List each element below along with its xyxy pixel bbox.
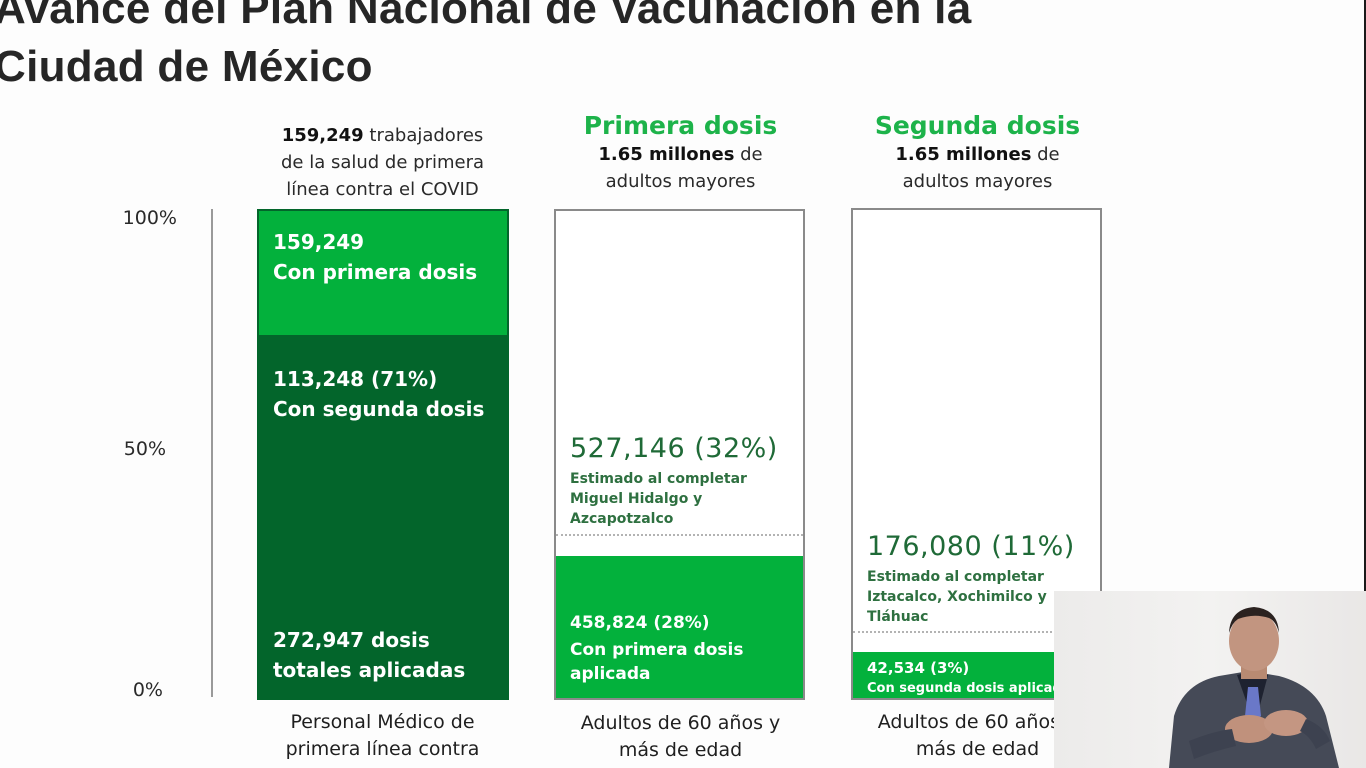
interpreter-person-icon [1169,607,1339,768]
segment-label: Con primera dosis [570,640,744,660]
bar-second-dose-adults: 176,080 (11%) Estimado al completar Izta… [851,208,1102,700]
column-footer-first-dose: Adultos de 60 años y más de edad [580,712,781,761]
segment-first-dose-applied: 458,824 (28%) Con primera dosis aplicada [556,556,803,698]
segment-first-dose: 159,249 Con primera dosis [259,211,507,335]
estimate-divider [556,534,803,536]
total-doses-line1: 272,947 dosis [273,628,430,652]
estimate-note: Estimado al completar [570,471,747,487]
segment-label: Con segunda dosis aplicada [867,681,1071,696]
column-footer-medical-staff: Personal Médico de primera línea contra [285,711,480,760]
estimate-value: 527,146 (32%) [570,433,778,464]
column-footer-second-dose: Adultos de 60 años y más de edad [877,711,1078,760]
y-axis-line [211,209,213,697]
bar-medical-staff: 159,249 Con primera dosis 113,248 (71%) … [257,209,509,700]
header-number: 1.65 millones [895,144,1032,165]
y-tick-50: 50% [123,438,166,460]
estimate-divider [853,631,1100,633]
segment-value: 42,534 (3%) [867,659,970,677]
header-number: 1.65 millones [598,144,735,165]
segment-value: 113,248 (71%) [273,367,438,391]
estimate-note: Azcapotzalco [570,511,674,527]
estimate-note: Tláhuac [867,609,929,625]
segment-value: 458,824 (28%) [570,613,710,633]
column-header-medical-staff: 159,249 trabajadores de la salud de prim… [280,125,485,200]
header-number: 159,249 [281,125,364,146]
segment-label: Con segunda dosis [273,397,485,421]
segment-second-dose: 113,248 (71%) Con segunda dosis 272,947 … [259,335,507,698]
column-title: Primera dosis [583,111,778,140]
column-header-second-dose: Segunda dosis 1.65 millones de adultos m… [850,111,1105,195]
bar-first-dose-adults: 527,146 (32%) Estimado al completar Migu… [554,209,805,700]
column-header-first-dose: Primera dosis 1.65 millones de adultos m… [553,111,808,195]
y-tick-100: 100% [122,207,177,229]
frame-edge [1364,0,1366,591]
estimate-note: Estimado al completar [867,569,1044,585]
sign-language-interpreter-video [1054,591,1366,768]
estimate-note: Iztacalco, Xochimilco y [867,589,1047,605]
slide-title-line1: Avance del Plan Nacional de Vacunación e… [0,0,972,33]
slide-title-line2: Ciudad de México [0,42,373,91]
estimate-note: Miguel Hidalgo y [570,491,703,507]
estimate-value: 176,080 (11%) [867,531,1075,562]
column-title: Segunda dosis [874,111,1081,140]
segment-label: aplicada [570,664,651,684]
total-doses-line2: totales aplicadas [273,658,466,682]
segment-label: Con primera dosis [273,260,478,284]
slide-title: Avance del Plan Nacional de Vacunación e… [0,0,971,96]
segment-value: 159,249 [273,230,365,254]
y-tick-0: 0% [132,679,163,701]
